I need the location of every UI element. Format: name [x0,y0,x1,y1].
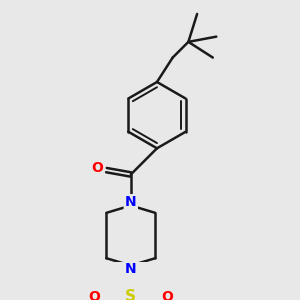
Text: O: O [161,290,173,300]
Text: S: S [125,289,136,300]
Text: N: N [125,262,136,276]
Text: N: N [125,195,136,209]
Text: O: O [88,290,100,300]
Text: O: O [92,161,103,176]
